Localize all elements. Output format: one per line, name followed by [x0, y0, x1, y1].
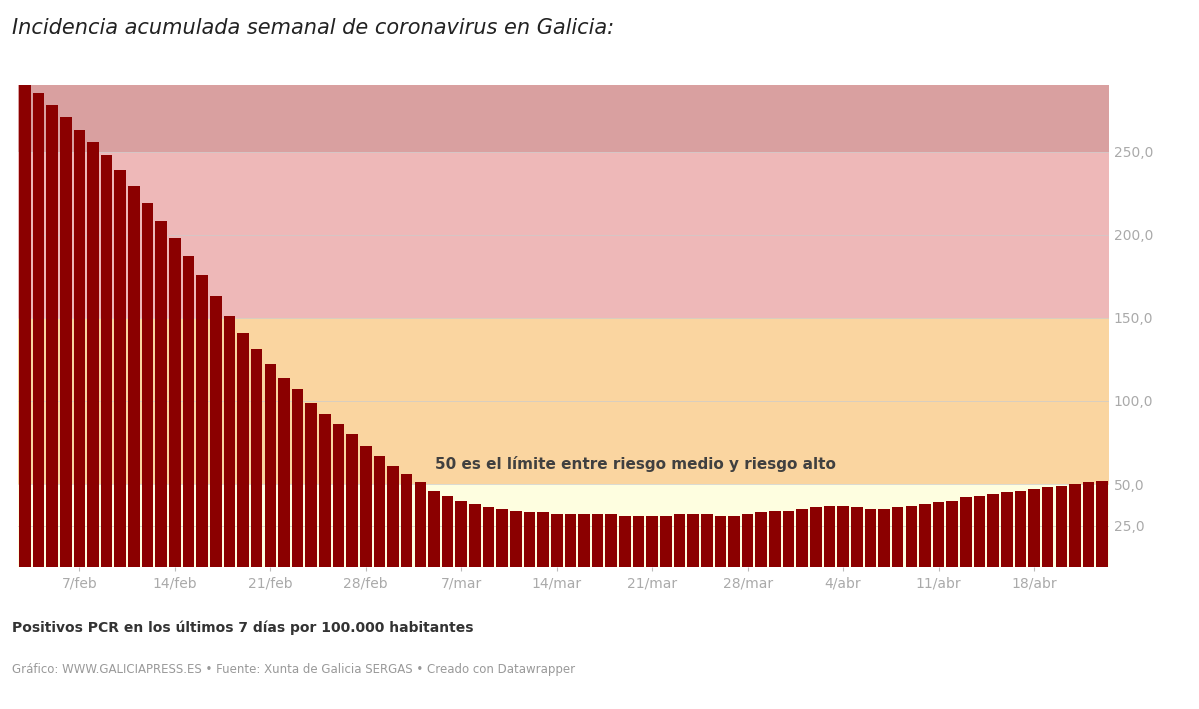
Bar	[905, 506, 917, 567]
Bar	[946, 501, 958, 567]
Bar	[837, 506, 849, 567]
Bar	[755, 513, 767, 567]
Bar	[659, 515, 671, 567]
Bar	[73, 130, 85, 567]
Bar	[892, 508, 904, 567]
Bar	[524, 513, 535, 567]
Bar	[441, 496, 453, 567]
Bar	[619, 515, 631, 567]
Bar	[18, 318, 1109, 484]
Bar	[47, 105, 58, 567]
Bar	[223, 316, 235, 567]
Bar	[18, 484, 1109, 567]
Bar	[646, 515, 658, 567]
Bar	[920, 504, 930, 567]
Bar	[633, 515, 644, 567]
Bar	[483, 508, 494, 567]
Bar	[674, 514, 686, 567]
Bar	[332, 424, 344, 567]
Bar	[1083, 482, 1095, 567]
Bar	[374, 456, 385, 567]
Bar	[101, 155, 113, 567]
Bar	[456, 501, 468, 567]
Text: Incidencia acumulada semanal de coronavirus en Galicia:: Incidencia acumulada semanal de coronavi…	[12, 18, 614, 38]
Bar	[496, 509, 508, 567]
Bar	[88, 142, 98, 567]
Bar	[1029, 489, 1040, 567]
Bar	[291, 389, 303, 567]
Bar	[306, 403, 317, 567]
Bar	[578, 514, 590, 567]
Bar	[974, 496, 986, 567]
Bar	[18, 85, 1109, 152]
Bar	[537, 513, 549, 567]
Bar	[864, 509, 876, 567]
Bar	[1014, 491, 1026, 567]
Bar	[783, 510, 795, 567]
Bar	[769, 510, 781, 567]
Bar	[347, 434, 359, 567]
Bar	[605, 514, 617, 567]
Bar	[156, 221, 167, 567]
Bar	[796, 509, 808, 567]
Bar	[1096, 481, 1108, 567]
Bar	[319, 414, 331, 567]
Bar	[960, 498, 971, 567]
Bar	[592, 514, 603, 567]
Bar	[469, 504, 481, 567]
Bar	[878, 509, 890, 567]
Bar	[1001, 492, 1013, 567]
Bar	[687, 514, 699, 567]
Bar	[278, 378, 290, 567]
Bar	[18, 152, 1109, 318]
Bar	[360, 446, 372, 567]
Bar	[197, 274, 207, 567]
Bar	[415, 482, 426, 567]
Bar	[210, 296, 222, 567]
Bar	[1070, 484, 1080, 567]
Bar	[114, 170, 126, 567]
Bar	[565, 514, 577, 567]
Bar	[428, 491, 440, 567]
Bar	[60, 117, 72, 567]
Bar	[182, 257, 194, 567]
Bar	[824, 506, 836, 567]
Text: Gráfico: WWW.GALICIAPRESS.ES • Fuente: Xunta de Galicia SERGAS • Creado con Data: Gráfico: WWW.GALICIAPRESS.ES • Fuente: X…	[12, 663, 576, 676]
Text: Positivos PCR en los últimos 7 días por 100.000 habitantes: Positivos PCR en los últimos 7 días por …	[12, 620, 474, 635]
Bar	[32, 94, 44, 567]
Bar	[19, 85, 31, 567]
Bar	[851, 508, 862, 567]
Bar	[811, 508, 821, 567]
Bar	[141, 203, 153, 567]
Bar	[933, 503, 945, 567]
Bar	[550, 514, 562, 567]
Bar	[715, 515, 727, 567]
Bar	[728, 515, 740, 567]
Bar	[1042, 487, 1054, 567]
Bar	[701, 514, 712, 567]
Bar	[251, 350, 263, 567]
Bar	[400, 474, 412, 567]
Bar	[237, 333, 249, 567]
Bar	[265, 364, 276, 567]
Bar	[387, 466, 399, 567]
Text: 50 es el límite entre riesgo medio y riesgo alto: 50 es el límite entre riesgo medio y rie…	[435, 457, 836, 472]
Bar	[128, 186, 140, 567]
Bar	[510, 510, 522, 567]
Bar	[169, 238, 181, 567]
Bar	[1055, 486, 1067, 567]
Bar	[987, 494, 999, 567]
Bar	[742, 514, 753, 567]
